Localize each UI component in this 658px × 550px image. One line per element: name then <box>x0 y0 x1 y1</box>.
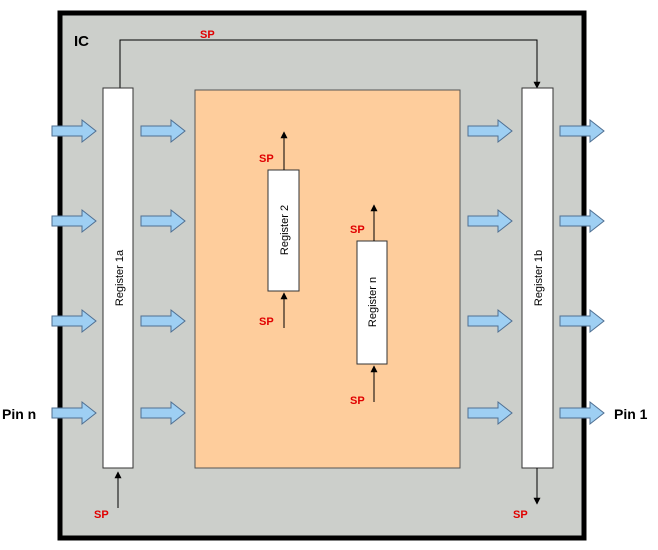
register-1b-label: Register 1b <box>533 250 545 306</box>
register-n-label: Register n <box>367 277 379 327</box>
scan-path-top-line <box>119 39 541 89</box>
register-1a <box>102 87 134 469</box>
pin-1-label: Pin 1 <box>614 406 648 422</box>
core-logic-area <box>194 89 461 469</box>
register-2 <box>267 169 300 292</box>
register-n <box>356 240 388 365</box>
sp-label-register-1a-in: SP <box>94 509 109 521</box>
register-2-label: Register 2 <box>279 205 291 255</box>
sp-label-register-n-in: SP <box>350 395 365 407</box>
ic-label: IC <box>74 33 89 50</box>
sp-label-register-2-in: SP <box>259 316 274 328</box>
pin-n-label: Pin n <box>2 406 36 422</box>
register-1a-label: Register 1a <box>114 249 126 306</box>
sp-label-register-1b-out: SP <box>513 509 528 521</box>
sp-label-register-2-out: SP <box>259 153 274 165</box>
sp-label-register-n-out: SP <box>350 224 365 236</box>
sp-label-top: SP <box>200 29 215 41</box>
